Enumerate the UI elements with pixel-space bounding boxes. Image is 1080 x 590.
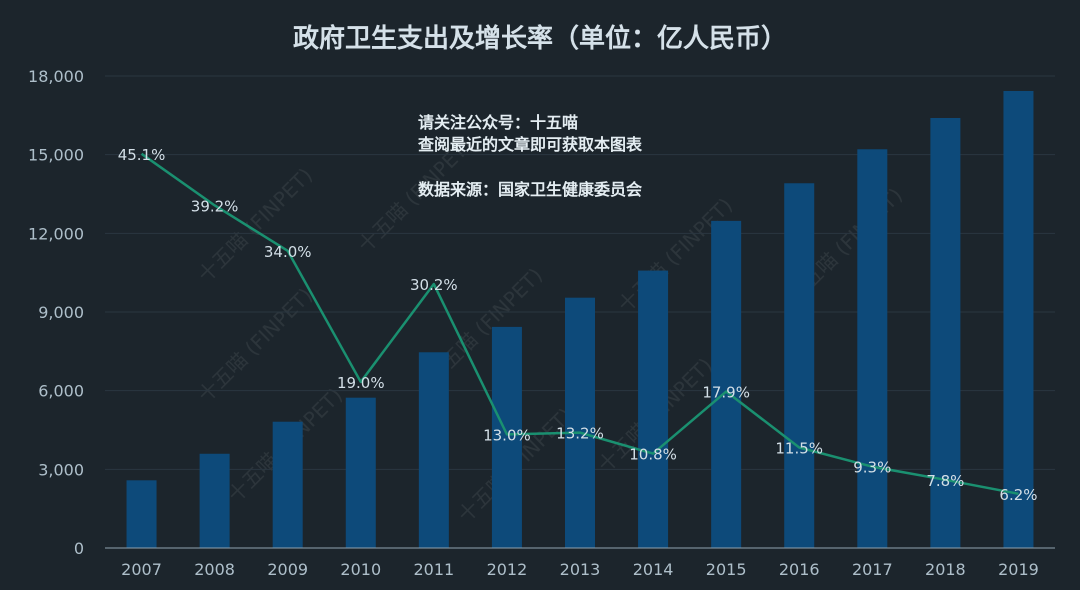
bar xyxy=(491,326,522,548)
rate-data-label: 10.8% xyxy=(629,446,677,464)
bar xyxy=(126,480,157,548)
bar xyxy=(565,297,595,548)
chart-title: 政府卫生支出及增长率（单位：亿人民币） xyxy=(293,23,787,54)
annotation-line-1: 请关注公众号：十五喵 xyxy=(418,113,578,132)
rate-data-label: 7.8% xyxy=(926,472,964,490)
x-tick-label: 2017 xyxy=(852,560,893,579)
x-tick-label: 2013 xyxy=(560,560,601,579)
bar-series xyxy=(126,90,1034,548)
bar xyxy=(345,397,376,548)
x-tick-label: 2011 xyxy=(413,560,454,579)
bar xyxy=(199,453,230,548)
annotation-line-3: 数据来源：国家卫生健康委员会 xyxy=(418,180,642,199)
growth-line-series: 45.1% 39.2% 34.0% 19.0% 30.2% 13.0% 13.2% 10.8%… xyxy=(118,146,1038,504)
rate-data-label: 6.2% xyxy=(999,486,1037,504)
rate-data-label: 45.1% xyxy=(118,146,166,164)
x-tick-label: 2014 xyxy=(633,560,674,579)
x-tick-label: 2009 xyxy=(267,560,308,579)
watermark-text: 十五喵 (FINPET) xyxy=(193,283,317,407)
y-axis: 0 3,000 6,000 9,000 12,000 15,000 18,000 xyxy=(28,67,84,558)
y-tick-label: 6,000 xyxy=(38,382,84,401)
bar xyxy=(1003,90,1034,548)
x-tick-label: 2016 xyxy=(779,560,820,579)
y-tick-label: 9,000 xyxy=(38,303,84,322)
growth-line xyxy=(140,152,1019,496)
x-tick-label: 2018 xyxy=(925,560,966,579)
x-tick-label: 2019 xyxy=(998,560,1039,579)
y-tick-label: 15,000 xyxy=(28,146,84,165)
bar xyxy=(272,421,303,548)
rate-data-label: 30.2% xyxy=(410,276,458,294)
rate-data-label: 13.0% xyxy=(483,426,531,444)
y-tick-label: 0 xyxy=(74,539,84,558)
x-tick-label: 2007 xyxy=(121,560,162,579)
bar xyxy=(418,352,449,548)
bar xyxy=(930,117,961,548)
x-axis: 2007 2008 2009 2010 2011 2012 2013 2014 2015 2016… xyxy=(105,547,1055,579)
bar xyxy=(711,220,742,548)
rate-data-label: 17.9% xyxy=(702,384,750,402)
bar xyxy=(857,149,888,548)
bar xyxy=(784,183,815,548)
y-tick-label: 18,000 xyxy=(28,67,84,86)
x-tick-label: 2010 xyxy=(340,560,381,579)
y-tick-label: 3,000 xyxy=(38,460,84,479)
x-tick-label: 2012 xyxy=(487,560,528,579)
rate-data-label: 39.2% xyxy=(191,197,239,215)
y-tick-label: 12,000 xyxy=(28,224,84,243)
bar xyxy=(638,270,669,548)
annotation-line-2: 查阅最近的文章即可获取本图表 xyxy=(418,135,643,154)
annotation-block: 请关注公众号：十五喵 查阅最近的文章即可获取本图表 数据来源：国家卫生健康委员会 xyxy=(418,113,643,199)
rate-data-label: 19.0% xyxy=(337,374,385,392)
rate-data-label: 34.0% xyxy=(264,243,312,261)
x-tick-label: 2015 xyxy=(706,560,747,579)
rate-data-label: 13.2% xyxy=(556,425,604,443)
rate-data-label: 9.3% xyxy=(853,459,891,477)
x-tick-label: 2008 xyxy=(194,560,235,579)
rate-data-label: 11.5% xyxy=(775,439,823,457)
